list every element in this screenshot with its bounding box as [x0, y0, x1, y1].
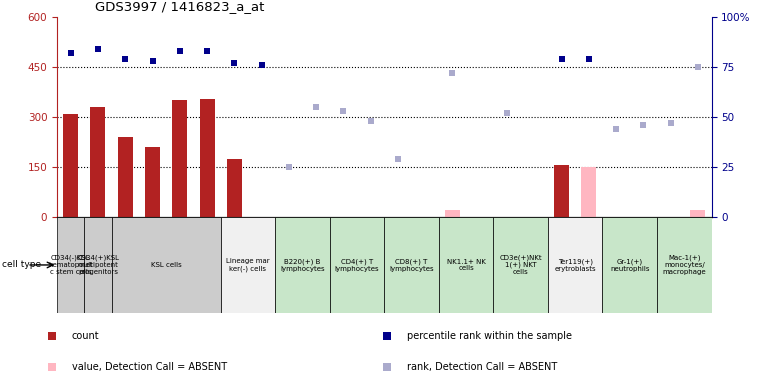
Text: value, Detection Call = ABSENT: value, Detection Call = ABSENT: [72, 362, 227, 372]
Text: Lineage mar
ker(-) cells: Lineage mar ker(-) cells: [226, 258, 269, 271]
Text: GDS3997 / 1416823_a_at: GDS3997 / 1416823_a_at: [95, 0, 265, 13]
Text: CD3e(+)NKt
1(+) NKT
cells: CD3e(+)NKt 1(+) NKT cells: [499, 255, 542, 275]
Text: rank, Detection Call = ABSENT: rank, Detection Call = ABSENT: [407, 362, 557, 372]
Bar: [227, 159, 242, 217]
Bar: [57, 217, 84, 313]
Text: count: count: [72, 331, 100, 341]
Text: Gr-1(+)
neutrophils: Gr-1(+) neutrophils: [610, 258, 649, 271]
Bar: [603, 217, 657, 313]
Text: CD34(-)KSL
hematopoiet
c stem cells: CD34(-)KSL hematopoiet c stem cells: [49, 255, 93, 275]
Bar: [493, 217, 548, 313]
Bar: [172, 101, 187, 217]
Bar: [112, 217, 221, 313]
Text: Ter119(+)
erytroblasts: Ter119(+) erytroblasts: [554, 258, 596, 271]
Text: CD8(+) T
lymphocytes: CD8(+) T lymphocytes: [390, 258, 434, 271]
Bar: [330, 217, 384, 313]
Text: cell type: cell type: [2, 260, 40, 270]
Text: CD34(+)KSL
multipotent
progenitors: CD34(+)KSL multipotent progenitors: [76, 255, 119, 275]
Bar: [199, 99, 215, 217]
Bar: [384, 217, 439, 313]
Bar: [118, 137, 132, 217]
Text: KSL cells: KSL cells: [151, 262, 182, 268]
Text: Mac-1(+)
monocytes/
macrophage: Mac-1(+) monocytes/ macrophage: [663, 255, 706, 275]
Bar: [554, 166, 569, 217]
Bar: [548, 217, 603, 313]
Text: CD4(+) T
lymphocytes: CD4(+) T lymphocytes: [335, 258, 379, 271]
Bar: [63, 114, 78, 217]
Bar: [91, 107, 106, 217]
Bar: [84, 217, 112, 313]
Bar: [145, 147, 160, 217]
Bar: [221, 217, 275, 313]
Bar: [657, 217, 712, 313]
Bar: [690, 210, 705, 217]
Bar: [275, 217, 330, 313]
Text: B220(+) B
lymphocytes: B220(+) B lymphocytes: [280, 258, 325, 271]
Text: NK1.1+ NK
cells: NK1.1+ NK cells: [447, 258, 486, 271]
Bar: [445, 210, 460, 217]
Bar: [581, 167, 597, 217]
Text: percentile rank within the sample: percentile rank within the sample: [407, 331, 572, 341]
Bar: [439, 217, 493, 313]
